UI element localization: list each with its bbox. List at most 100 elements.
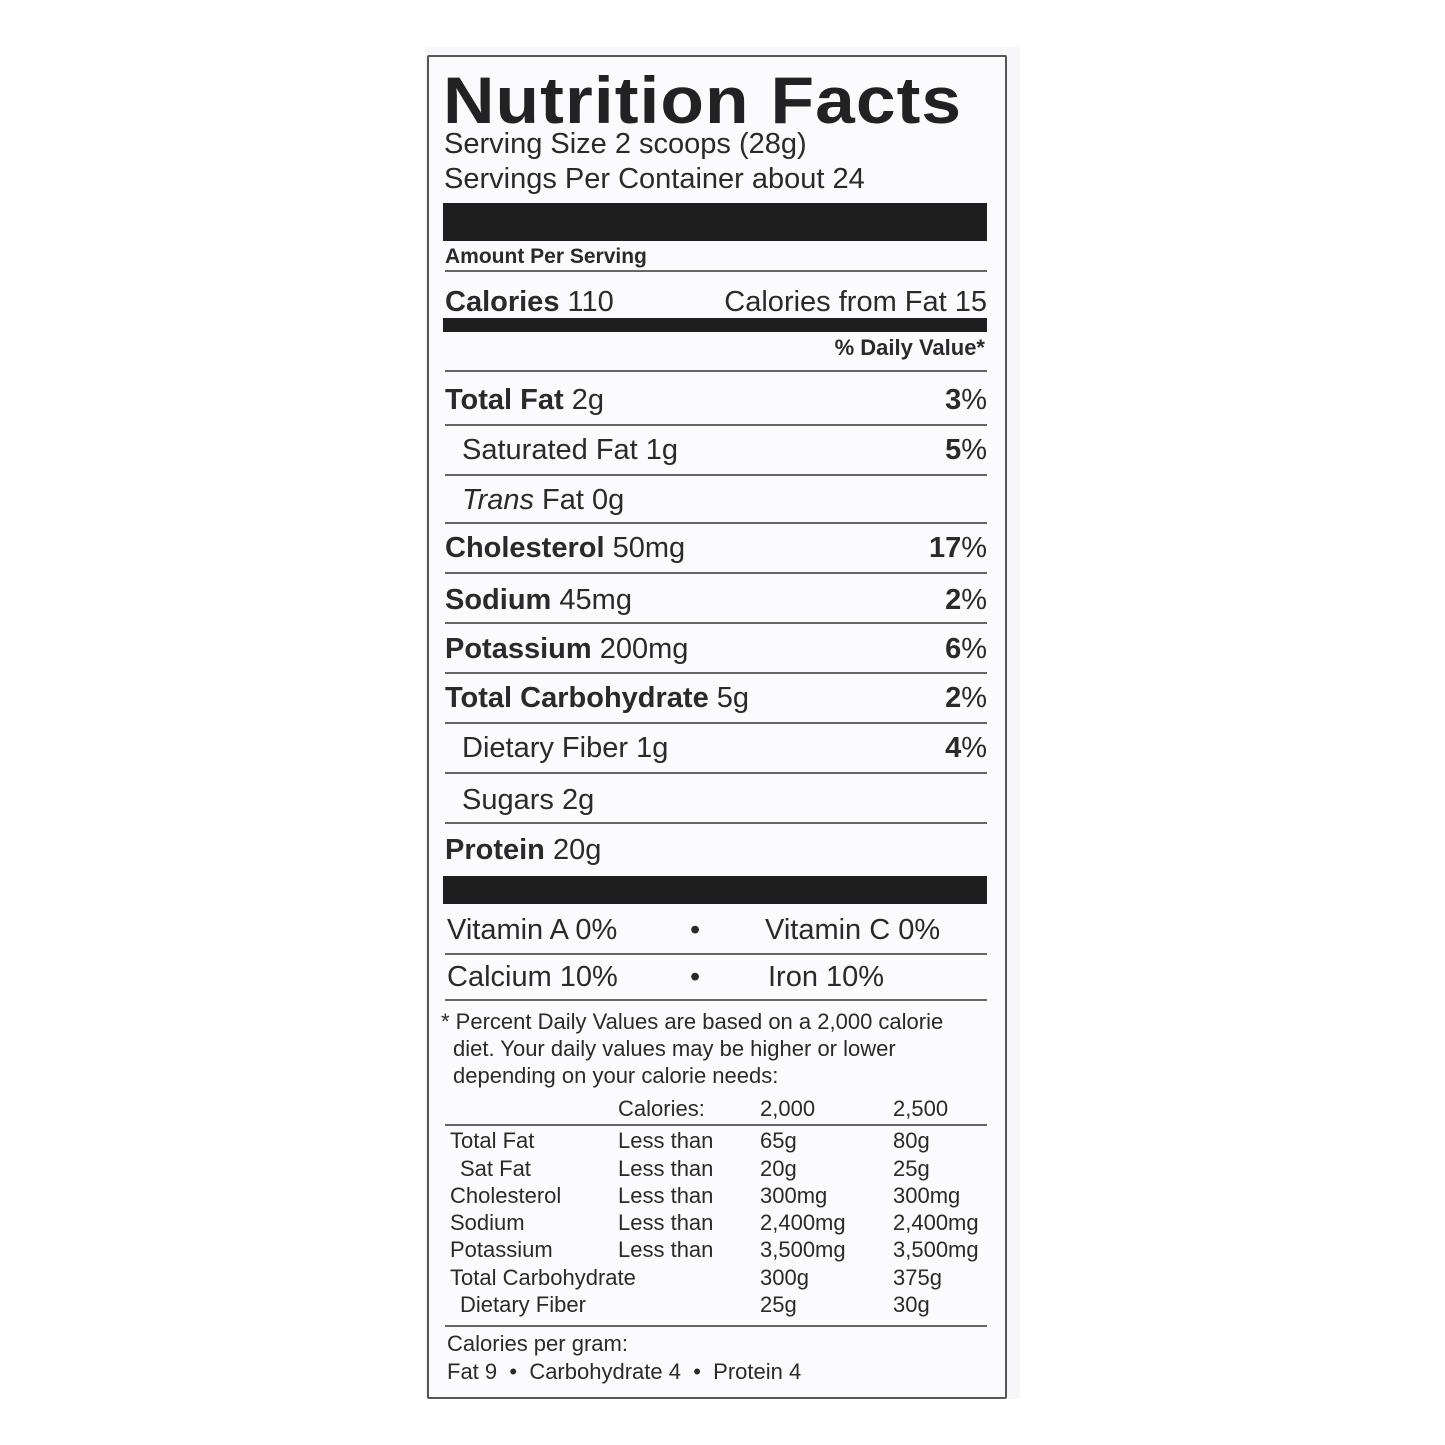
nutrient-amount: 2g [561,784,595,816]
percent-sign: % [961,682,987,714]
dv-table-cell: Dietary Fiber [460,1292,586,1317]
percent-sign: % [961,532,987,564]
servings-per-container: Servings Per Container about 24 [444,163,865,195]
divider [445,522,987,524]
nutrient-name: Protein [445,834,545,866]
calories-label: Calories [445,286,560,318]
divider [445,672,987,674]
serving-size: Serving Size 2 scoops (28g) [444,128,807,160]
vitamin-left: Calcium 10% [447,961,618,993]
vitamin-left: Vitamin A 0% [447,914,618,946]
dv-table-cell: 300mg [760,1183,828,1208]
nutrient-amount: 1g [636,732,669,764]
dv-table-cell: Less than [618,1210,714,1235]
nutrient-amount: 1g [645,434,679,466]
bullet: • [693,1359,701,1384]
vitamin-right: Iron 10% [768,961,885,993]
divider [445,1124,987,1126]
nutrient-daily-value: 17% [929,528,987,568]
thick-divider [443,876,987,904]
nutrient-name: Cholesterol [445,532,605,564]
nutrient-amount: 20g [552,834,602,866]
divider [445,1325,987,1327]
calories-per-gram-values: Fat 9 • Carbohydrate 4 • Protein 4 [447,1358,801,1385]
thick-divider [443,203,987,241]
nutrient-amount: 200mg [599,633,689,665]
calories-from-fat: Calories from Fat 15 [724,286,987,318]
dv-table-cell: Cholesterol [450,1183,562,1208]
protein-per-gram: Protein 4 [713,1359,802,1384]
dv-table-cell: 65g [760,1128,797,1153]
divider [445,270,987,272]
fat-per-gram: Fat 9 [447,1359,498,1384]
divider [445,572,987,574]
nutrient-amount: 50mg [612,532,686,564]
nutrient-daily-value: 2% [945,678,987,718]
dv-table-cell: 2,400mg [760,1210,846,1235]
vitamin-row: Calcium 10% • Iron 10% [445,957,987,997]
dv-table-cell: 80g [893,1128,930,1153]
nutrient-row: Cholesterol 50mg 17% [445,528,987,568]
dv-number: 2 [945,584,962,616]
divider [445,424,987,426]
nutrient-daily-value: 3% [945,380,987,420]
calories-value: 110 [567,286,614,318]
dv-table-cell: 30g [893,1292,930,1317]
dv-table-cell: 300mg [893,1183,961,1208]
amount-per-serving: Amount Per Serving [445,245,647,268]
percent-sign: % [961,434,987,466]
dv-number: 5 [945,434,962,466]
nutrient-name: Saturated Fat [462,434,638,466]
dv-number: 3 [945,384,962,416]
nutrition-label [427,55,1007,1399]
nutrient-daily-value: 6% [945,629,987,669]
footnote-line-3: depending on your calorie needs: [453,1063,779,1088]
nutrient-row: Total Fat 2g 3% [445,380,987,420]
nutrient-row: Sugars 2g [445,780,987,820]
divider [445,953,987,955]
percent-sign: % [961,584,987,616]
title: Nutrition Facts [443,63,963,137]
carb-per-gram: Carbohydrate 4 [529,1359,681,1384]
nutrient-row: Potassium 200mg 6% [445,629,987,669]
nutrient-row: Saturated Fat 1g 5% [445,430,987,470]
dv-table-header-cell: 2,500 [893,1096,949,1121]
nutrient-amount: 2g [571,384,605,416]
nutrient-name: Dietary Fiber [462,732,628,764]
nutrient-name: Sugars [462,784,554,816]
dv-table-cell: 20g [760,1156,797,1181]
nutrient-row: Total Carbohydrate 5g 2% [445,678,987,718]
vitamin-right: Vitamin C 0% [765,914,941,946]
nutrient-row: Dietary Fiber 1g 4% [445,728,987,768]
dv-table-cell: 375g [893,1265,942,1290]
dv-number: 6 [945,633,962,665]
divider [445,370,987,372]
nutrient-name: Trans [462,484,534,516]
percent-sign: % [961,732,987,764]
calories-per-gram-label: Calories per gram: [447,1331,628,1356]
nutrient-name: Total Fat [445,384,564,416]
divider [445,622,987,624]
dv-table-cell: Less than [618,1128,714,1153]
nutrient-name: Potassium [445,633,592,665]
dv-table-cell: Sodium [450,1210,525,1235]
nutrient-name: Total Carbohydrate [445,682,709,714]
bullet: • [690,914,701,946]
dv-table-cell: Total Carbohydrate [450,1265,636,1290]
nutrient-daily-value: 2% [945,580,987,620]
nutrient-row: Trans Fat 0g [445,480,987,520]
bullet: • [509,1359,518,1384]
dv-table-cell: Less than [618,1183,714,1208]
bullet: • [690,961,701,993]
nutrient-amount: 5g [716,682,750,714]
dv-table-header-cell: Calories: [618,1096,705,1121]
divider [445,772,987,774]
vitamin-row: Vitamin A 0% • Vitamin C 0% [445,910,987,950]
dv-table-cell: 25g [893,1156,930,1181]
daily-value-header: % Daily Value* [834,335,985,360]
percent-sign: % [961,384,987,416]
footnote-line-2: diet. Your daily values may be higher or… [453,1036,896,1061]
dv-table-cell: Sat Fat [460,1156,531,1181]
nutrient-name: Sodium [445,584,552,616]
footnote-line-1: * Percent Daily Values are based on a 2,… [441,1009,944,1034]
